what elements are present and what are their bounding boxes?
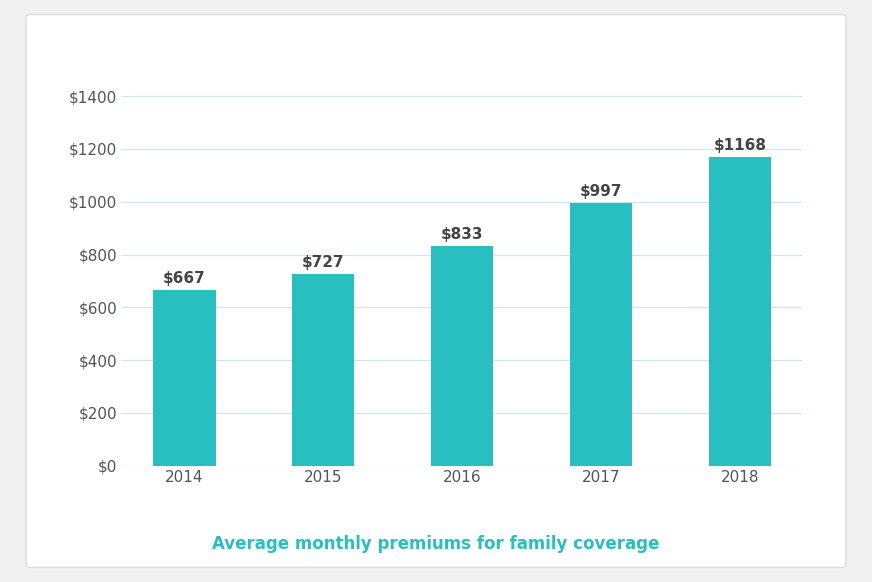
Bar xyxy=(153,290,215,466)
Text: Average monthly premiums for family coverage: Average monthly premiums for family cove… xyxy=(212,535,660,553)
Bar xyxy=(292,274,355,466)
Text: $667: $667 xyxy=(163,271,206,286)
Text: $997: $997 xyxy=(580,183,623,198)
Text: $833: $833 xyxy=(441,227,483,242)
Bar xyxy=(569,203,632,466)
Text: $727: $727 xyxy=(302,255,344,270)
Bar xyxy=(709,158,772,466)
Text: $1168: $1168 xyxy=(713,139,766,154)
Bar xyxy=(431,246,494,466)
